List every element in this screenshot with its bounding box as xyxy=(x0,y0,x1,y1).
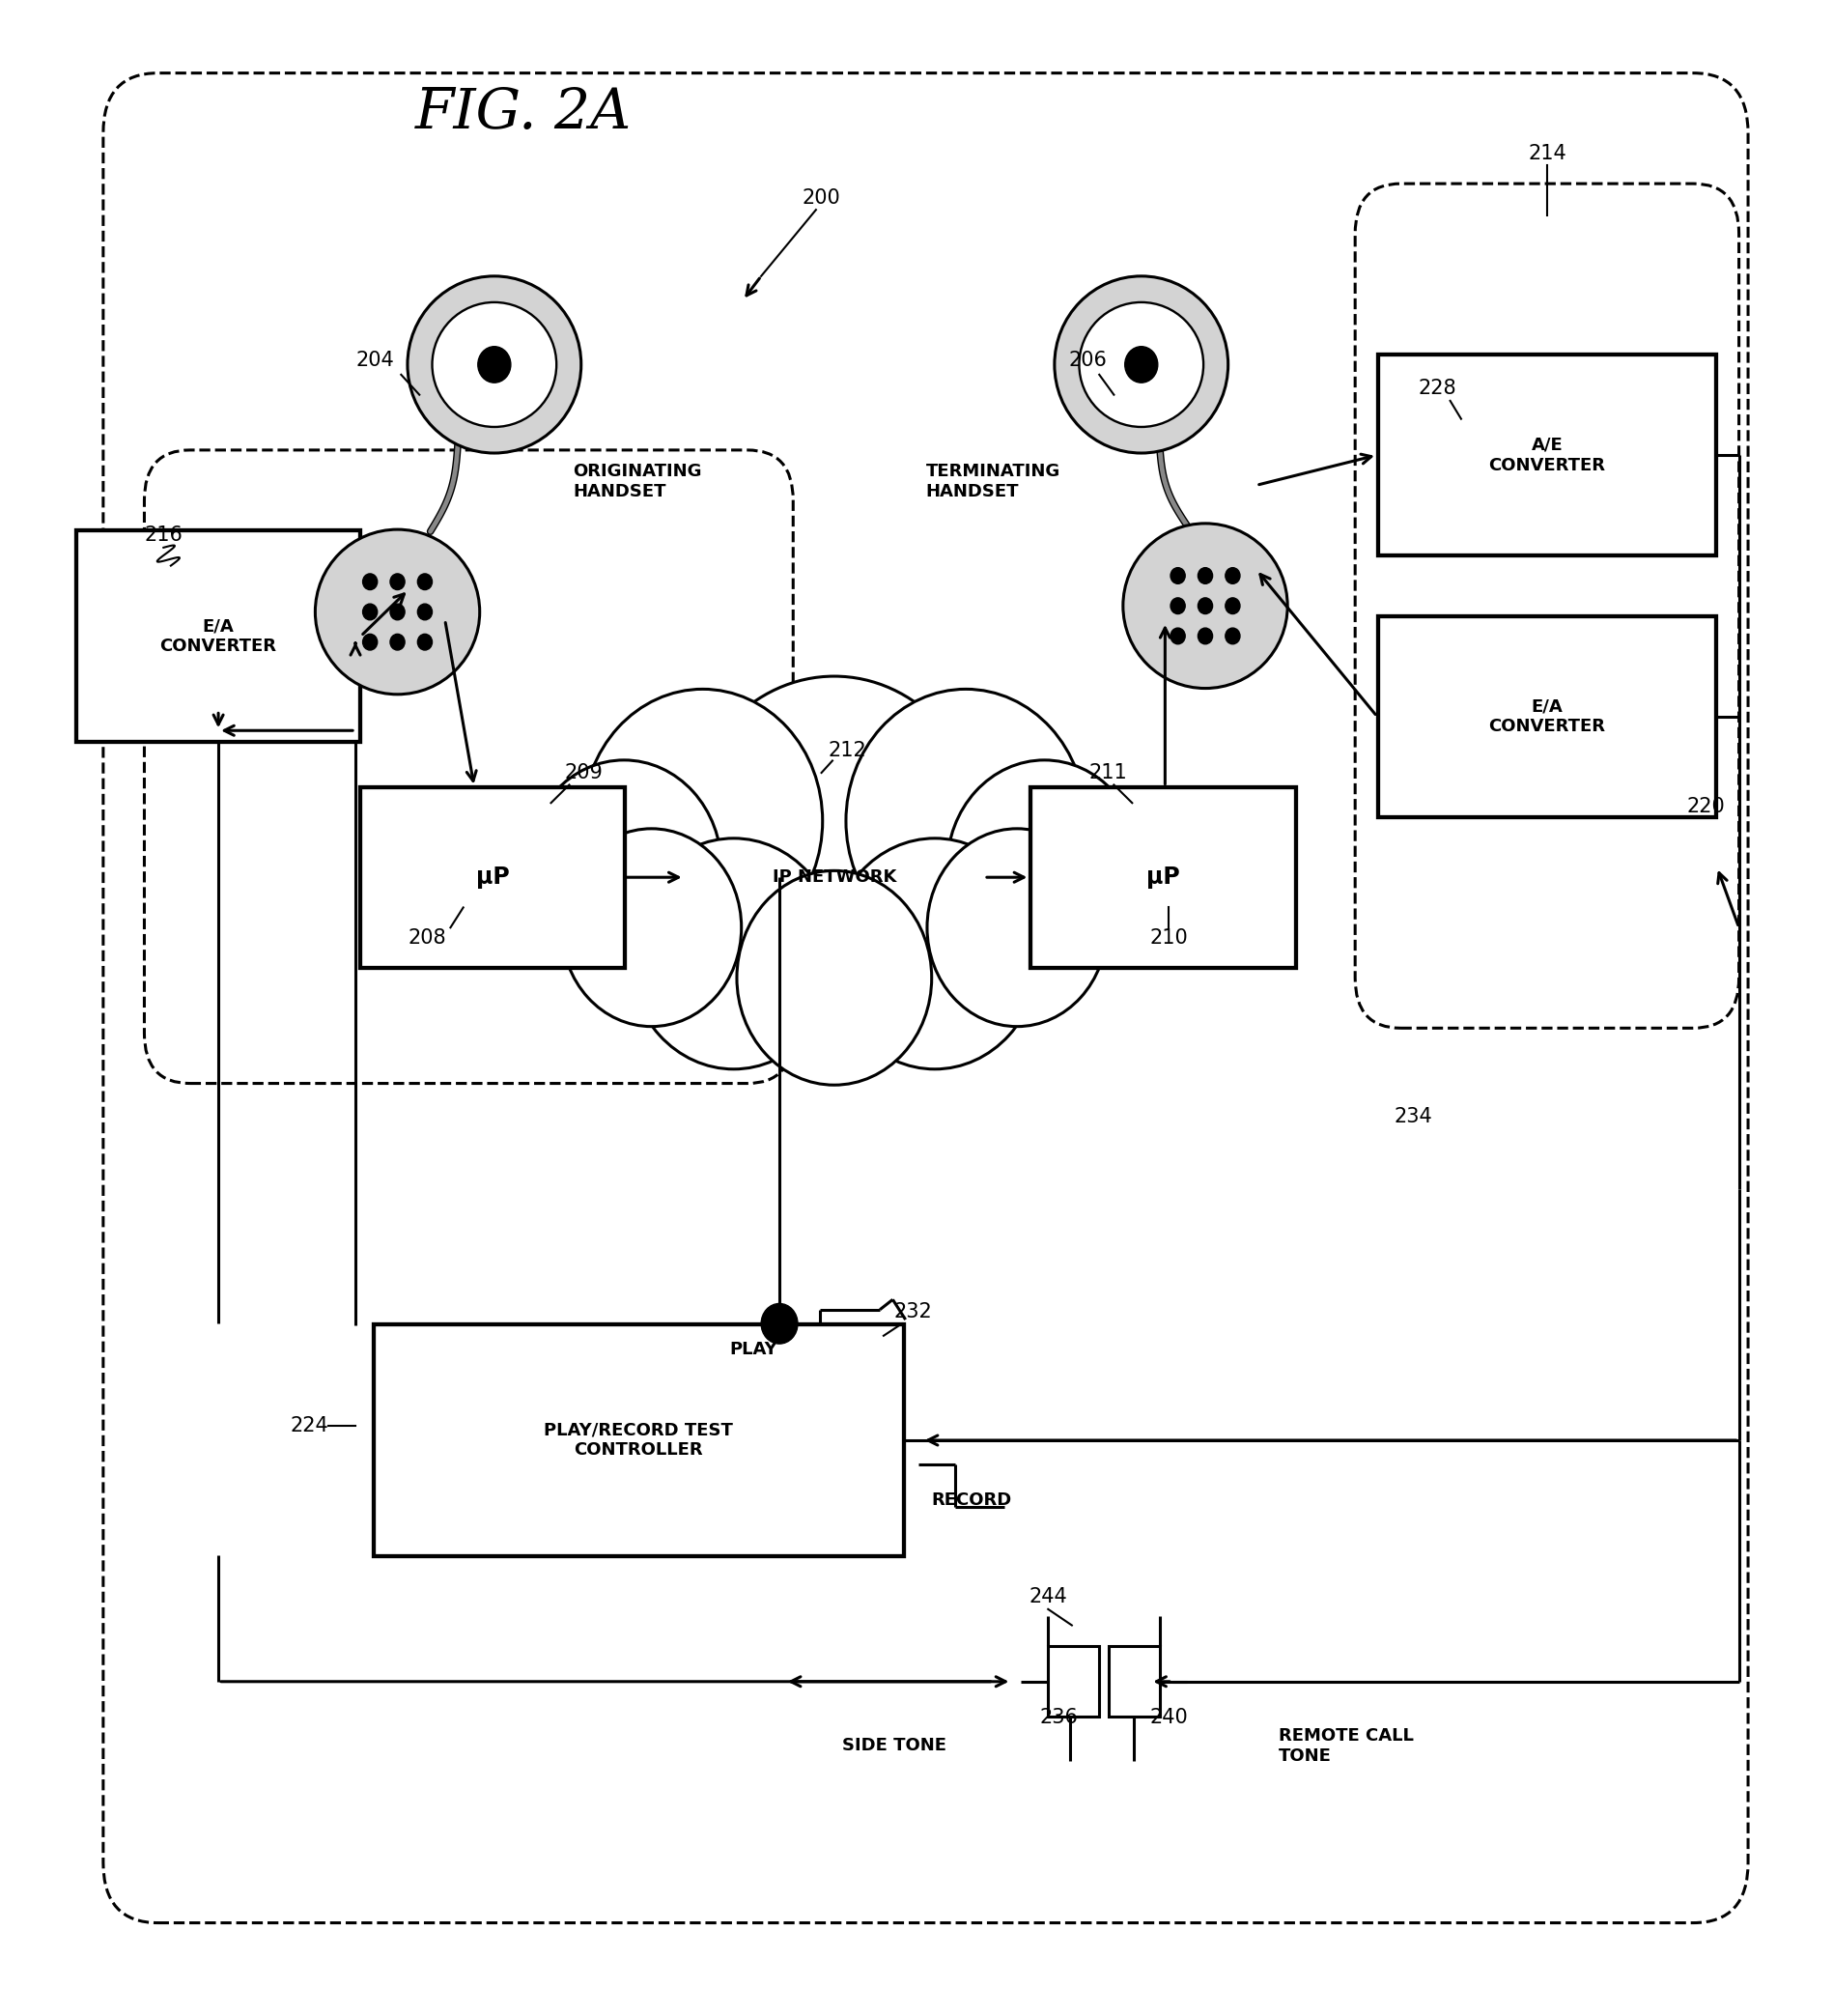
Text: 206: 206 xyxy=(1069,351,1107,371)
Ellipse shape xyxy=(390,605,405,621)
Ellipse shape xyxy=(1125,347,1158,383)
Ellipse shape xyxy=(1080,302,1204,427)
Ellipse shape xyxy=(390,633,405,649)
Ellipse shape xyxy=(830,839,1039,1068)
Ellipse shape xyxy=(418,575,433,591)
Ellipse shape xyxy=(1171,629,1186,643)
Ellipse shape xyxy=(1171,569,1186,585)
Ellipse shape xyxy=(407,276,581,454)
Text: 224: 224 xyxy=(291,1417,328,1435)
FancyBboxPatch shape xyxy=(1109,1647,1160,1718)
Text: 209: 209 xyxy=(565,764,603,782)
Text: 220: 220 xyxy=(1686,796,1725,816)
Ellipse shape xyxy=(433,302,557,427)
Ellipse shape xyxy=(390,575,405,591)
Text: E/A
CONVERTER: E/A CONVERTER xyxy=(1488,698,1606,736)
Text: 210: 210 xyxy=(1149,927,1188,948)
Ellipse shape xyxy=(1226,629,1239,643)
Ellipse shape xyxy=(927,829,1107,1026)
Ellipse shape xyxy=(847,689,1085,954)
Text: 204: 204 xyxy=(356,351,394,371)
Ellipse shape xyxy=(418,605,433,621)
Text: μP: μP xyxy=(1146,865,1180,889)
Ellipse shape xyxy=(526,760,722,974)
Text: ORIGINATING
HANDSET: ORIGINATING HANDSET xyxy=(574,462,702,500)
Ellipse shape xyxy=(363,575,378,591)
FancyBboxPatch shape xyxy=(1378,355,1716,556)
Circle shape xyxy=(761,1304,797,1345)
Ellipse shape xyxy=(478,347,511,383)
Text: 244: 244 xyxy=(1028,1587,1067,1607)
Text: A/E
CONVERTER: A/E CONVERTER xyxy=(1488,435,1606,474)
Ellipse shape xyxy=(1199,569,1213,585)
Ellipse shape xyxy=(1199,629,1213,643)
Text: RECORD: RECORD xyxy=(931,1492,1012,1510)
Text: 240: 240 xyxy=(1149,1708,1188,1728)
Text: PLAY: PLAY xyxy=(730,1341,777,1359)
Text: μP: μP xyxy=(477,865,510,889)
Ellipse shape xyxy=(1171,599,1186,615)
Text: PLAY/RECORD TEST
CONTROLLER: PLAY/RECORD TEST CONTROLLER xyxy=(544,1421,733,1460)
Ellipse shape xyxy=(363,633,378,649)
Ellipse shape xyxy=(948,760,1142,974)
Text: 211: 211 xyxy=(1089,764,1127,782)
FancyBboxPatch shape xyxy=(374,1325,904,1556)
Text: TERMINATING
HANDSET: TERMINATING HANDSET xyxy=(926,462,1059,500)
Ellipse shape xyxy=(583,689,823,954)
Text: 208: 208 xyxy=(407,927,445,948)
Ellipse shape xyxy=(315,530,480,694)
FancyBboxPatch shape xyxy=(1030,786,1296,968)
FancyBboxPatch shape xyxy=(1048,1647,1100,1718)
Text: 214: 214 xyxy=(1529,143,1565,163)
FancyBboxPatch shape xyxy=(1378,617,1716,816)
Text: 234: 234 xyxy=(1395,1107,1433,1127)
FancyBboxPatch shape xyxy=(77,530,359,742)
Ellipse shape xyxy=(418,633,433,649)
Ellipse shape xyxy=(1199,599,1213,615)
Ellipse shape xyxy=(1124,524,1287,687)
Text: 228: 228 xyxy=(1419,379,1457,399)
Text: E/A
CONVERTER: E/A CONVERTER xyxy=(159,617,277,655)
Ellipse shape xyxy=(1226,569,1239,585)
Ellipse shape xyxy=(1054,276,1228,454)
Text: IP NETWORK: IP NETWORK xyxy=(772,869,896,885)
Ellipse shape xyxy=(363,605,378,621)
Ellipse shape xyxy=(737,871,931,1085)
Text: 200: 200 xyxy=(803,187,841,208)
Text: 232: 232 xyxy=(895,1302,931,1320)
Text: REMOTE CALL
TONE: REMOTE CALL TONE xyxy=(1278,1728,1413,1764)
Ellipse shape xyxy=(561,829,741,1026)
Text: FIG. 2A: FIG. 2A xyxy=(416,87,632,141)
Text: 236: 236 xyxy=(1039,1708,1078,1728)
Text: 212: 212 xyxy=(829,742,867,760)
Text: SIDE TONE: SIDE TONE xyxy=(843,1738,946,1754)
Ellipse shape xyxy=(1226,599,1239,615)
Text: 216: 216 xyxy=(145,526,183,544)
Ellipse shape xyxy=(629,839,840,1068)
Ellipse shape xyxy=(684,675,984,1006)
FancyBboxPatch shape xyxy=(359,786,625,968)
